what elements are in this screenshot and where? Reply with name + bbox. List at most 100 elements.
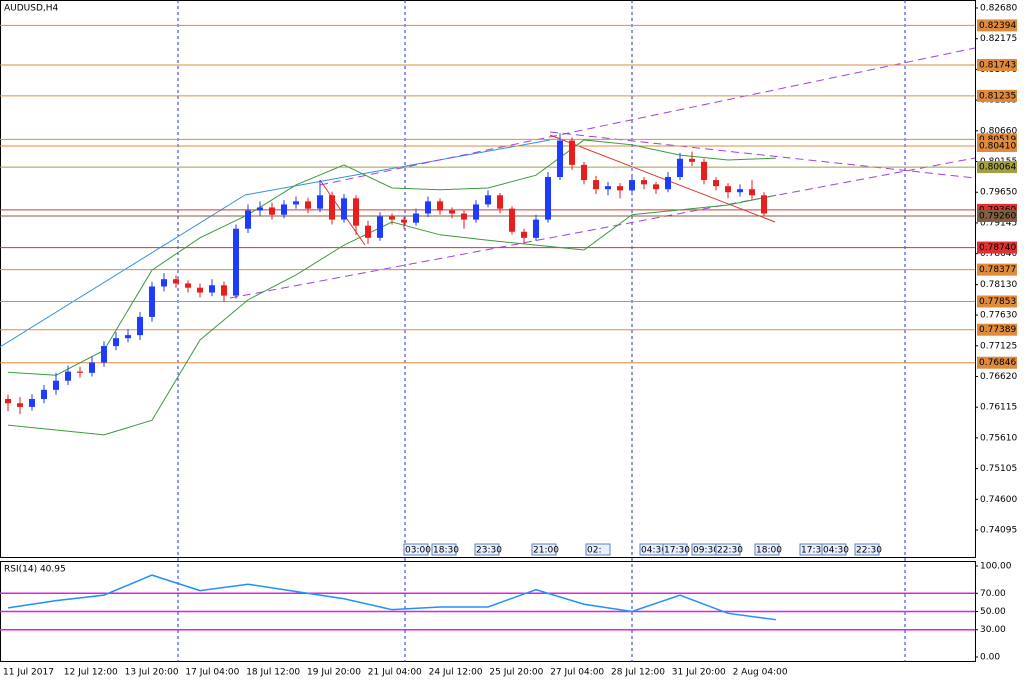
candle-body (449, 210, 455, 214)
level-label: 0.79260 (979, 211, 1016, 221)
x-tick-label: 27 Jul 04:00 (550, 668, 604, 678)
session-box (431, 543, 457, 556)
candle-body (173, 279, 179, 284)
candle-body (365, 225, 371, 238)
candle-body (41, 389, 47, 399)
level-tag (977, 209, 1017, 222)
x-tick-label: 31 Jul 20:00 (672, 668, 726, 678)
session-box (474, 543, 500, 556)
candle-body (689, 158, 695, 162)
level-label: 0.78740 (979, 243, 1016, 253)
rsi-title: RSI(14) 40.95 (4, 565, 66, 575)
y-tick-label: 0.74095 (980, 526, 1017, 536)
level-label: 0.81743 (979, 60, 1016, 70)
candle-body (413, 213, 419, 223)
candle-body (269, 207, 275, 215)
chart-title: AUDUSD,H4 (4, 4, 59, 14)
level-tag (977, 19, 1017, 32)
y-tick-label: 0.79145 (980, 218, 1017, 228)
candle-body (53, 380, 59, 390)
candle-body (281, 204, 287, 215)
x-tick-label: 12 Jul 12:00 (64, 668, 118, 678)
candle-body (77, 371, 83, 373)
candle-body (377, 216, 383, 238)
y-tick-label: 0.79650 (980, 188, 1017, 198)
bollinger-band (7, 139, 777, 376)
y-tick-label: 0.82175 (980, 34, 1017, 44)
session-label: 03:00 (405, 546, 431, 556)
y-tick-label: 0.75105 (980, 464, 1017, 474)
candle-body (713, 180, 719, 187)
session-label: 22:30 (856, 546, 882, 556)
candle-body (125, 335, 131, 339)
x-tick-label: 18 Jul 12:00 (246, 668, 300, 678)
candle-body (317, 195, 323, 209)
x-tick-label: 19 Jul 20:00 (307, 668, 361, 678)
candle-body (161, 279, 167, 287)
x-tick-label: 24 Jul 12:00 (429, 668, 483, 678)
candle-body (197, 287, 203, 293)
candle-body (5, 398, 11, 404)
candle-body (593, 180, 599, 190)
candle-body (221, 285, 227, 296)
candle-body (185, 283, 191, 288)
candle-body (737, 189, 743, 193)
period-separators (177, 0, 906, 662)
candle-body (617, 186, 623, 191)
candle-body (89, 362, 95, 373)
candle-body (725, 186, 731, 193)
candle-body (17, 403, 23, 407)
candle-body (497, 195, 503, 209)
candle-body (533, 219, 539, 238)
level-label: 0.76846 (979, 358, 1016, 368)
x-tick-label: 13 Jul 20:00 (125, 668, 179, 678)
candle-body (521, 231, 527, 238)
y-tick-label: 0.77125 (980, 341, 1017, 351)
candle-body (557, 140, 563, 178)
candle-body (437, 201, 443, 211)
session-box (821, 543, 847, 556)
candle-body (305, 201, 311, 209)
session-label: 04:30 (641, 546, 667, 556)
candle-body (629, 180, 635, 191)
y-tick-label: 0.76115 (980, 403, 1017, 413)
level-tag (977, 356, 1017, 369)
candle-body (389, 216, 395, 220)
candle-body (569, 140, 575, 165)
session-label: 17:30 (801, 546, 827, 556)
y-tick-label: 0.75610 (980, 433, 1017, 443)
candle-body (749, 189, 755, 196)
candle-body (113, 338, 119, 347)
candle-body (293, 201, 299, 205)
rsi-tick-label: 50.00 (980, 607, 1006, 617)
level-label: 0.81235 (979, 91, 1016, 101)
candle-body (461, 213, 467, 220)
session-box (585, 543, 611, 556)
level-tag (977, 89, 1017, 102)
level-label: 0.78377 (979, 265, 1016, 275)
session-label: 21:00 (533, 546, 559, 556)
session-box (854, 543, 880, 556)
candle-body (341, 198, 347, 220)
x-tick-label: 28 Jul 12:00 (611, 668, 665, 678)
y-tick-label: 0.78640 (980, 249, 1017, 259)
candle-body (425, 201, 431, 214)
candle-body (257, 207, 263, 211)
session-label: 22:30 (717, 546, 743, 556)
x-tick-label: 11 Jul 2017 (3, 668, 54, 678)
level-tag (977, 323, 1017, 336)
candle-body (485, 195, 491, 205)
level-tag (977, 295, 1017, 308)
level-label: 0.77389 (979, 325, 1016, 335)
x-tick-label: 25 Jul 20:00 (489, 668, 543, 678)
y-tick-label: 0.80660 (980, 126, 1017, 136)
x-tick-label: 21 Jul 04:00 (368, 668, 422, 678)
y-tick-label: 0.82680 (980, 4, 1017, 14)
session-box (754, 543, 780, 556)
candle-body (245, 210, 251, 229)
candle-body (701, 161, 707, 181)
session-label: 09:30 (693, 546, 719, 556)
level-tag (977, 58, 1017, 71)
level-label: 0.82394 (979, 21, 1016, 31)
y-tick-label: 0.74600 (980, 495, 1017, 505)
